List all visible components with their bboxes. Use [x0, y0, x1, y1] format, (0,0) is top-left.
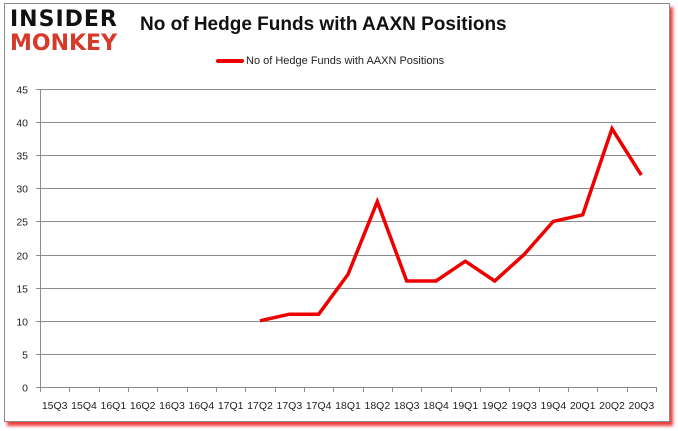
x-tick-label: 18Q4 — [423, 400, 449, 412]
x-tick-label: 20Q1 — [570, 400, 596, 412]
x-tick-label: 17Q1 — [218, 400, 244, 412]
chart-title: No of Hedge Funds with AAXN Positions — [140, 14, 507, 35]
y-tick-label: 0 — [22, 383, 28, 395]
y-tick-label: 30 — [16, 184, 28, 196]
x-tick-label: 15Q3 — [42, 400, 68, 412]
y-tick-label: 25 — [16, 217, 28, 229]
y-tick-label: 45 — [16, 85, 28, 97]
x-tick-label: 20Q2 — [599, 400, 625, 412]
legend-line-icon — [216, 59, 244, 63]
x-tick-label: 17Q4 — [306, 400, 332, 412]
legend-label: No of Hedge Funds with AAXN Positions — [246, 55, 445, 67]
series-line — [259, 124, 643, 323]
y-tick-label: 10 — [16, 317, 28, 329]
x-tick-label: 17Q2 — [247, 400, 273, 412]
logo-line-1: INSIDER — [10, 7, 118, 32]
x-tick-label: 18Q3 — [394, 400, 420, 412]
x-tick-label: 16Q2 — [130, 400, 156, 412]
chart-frame — [4, 3, 670, 422]
chart-legend: No of Hedge Funds with AAXN Positions — [216, 55, 444, 67]
x-tick-label: 16Q4 — [188, 400, 214, 412]
y-tick-label: 40 — [16, 118, 28, 130]
x-tick-label: 20Q3 — [628, 400, 654, 412]
x-tick-label: 17Q3 — [276, 400, 302, 412]
x-tick-label: 19Q3 — [511, 400, 537, 412]
x-tick-label: 16Q3 — [159, 400, 185, 412]
logo-line-2: MONKEY — [10, 31, 118, 56]
y-tick-label: 20 — [16, 251, 28, 263]
y-tick-label: 35 — [16, 151, 28, 163]
x-tick-label: 16Q1 — [100, 400, 126, 412]
insider-monkey-logo: INSIDER MONKEY — [10, 9, 125, 55]
x-tick-label: 19Q1 — [452, 400, 478, 412]
x-tick-label: 19Q2 — [482, 400, 508, 412]
x-tick-label: 18Q1 — [335, 400, 361, 412]
y-tick-label: 5 — [22, 350, 28, 362]
y-tick-label: 15 — [16, 284, 28, 296]
x-tick-label: 18Q2 — [364, 400, 390, 412]
x-tick-label: 19Q4 — [540, 400, 566, 412]
x-tick-label: 15Q4 — [71, 400, 97, 412]
